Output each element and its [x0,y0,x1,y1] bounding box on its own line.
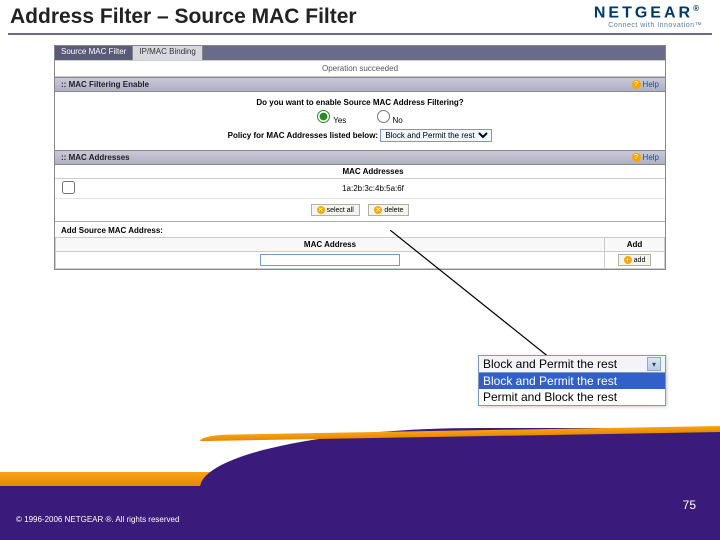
action-icon: ✕ [317,206,325,214]
help-link[interactable]: ?Help [632,80,659,89]
brand-tagline: Connect with Innovation™ [594,22,702,29]
copyright-text: © 1996-2006 NETGEAR ®. All rights reserv… [16,515,179,524]
plus-icon: + [624,256,632,264]
help-icon: ? [632,153,641,162]
col-mac-address: MAC Address [56,238,605,252]
section-title: :: MAC Addresses [61,153,130,162]
radio-yes-label[interactable]: Yes [317,116,346,125]
help-icon: ? [632,80,641,89]
add-section-label: Add Source MAC Address: [55,221,665,237]
brand-name: NETGEAR® [594,4,702,22]
mac-value: 1a:2b:3c:4b:5a:6f [81,179,665,199]
status-message: Operation succeeded [55,60,665,77]
enable-question: Do you want to enable Source MAC Address… [65,98,655,107]
section-mac-addresses: :: MAC Addresses ?Help [55,150,665,165]
divider [8,33,712,35]
policy-select[interactable]: Block and Permit the rest [380,129,492,142]
row-checkbox[interactable] [62,181,75,194]
tab-ip-mac-binding[interactable]: IP/MAC Binding [133,46,202,60]
tab-source-mac-filter[interactable]: Source MAC Filter [55,46,133,60]
dropdown-option-block[interactable]: Block and Permit the rest [479,373,665,389]
slide-title: Address Filter – Source MAC Filter [10,5,357,29]
mac-table: MAC Addresses 1a:2b:3c:4b:5a:6f [55,165,665,199]
radio-no[interactable] [377,110,390,123]
table-actions: ✕select all ✕delete [55,199,665,221]
dropdown-selected[interactable]: Block and Permit the rest ▾ [479,356,665,373]
footer-purple-bar: © 1996-2006 NETGEAR ®. All rights reserv… [0,486,720,540]
dropdown-option-permit[interactable]: Permit and Block the rest [479,389,665,405]
col-mac-addresses: MAC Addresses [81,165,665,179]
radio-yes[interactable] [317,110,330,123]
tab-bar: Source MAC Filter IP/MAC Binding [55,46,665,60]
policy-dropdown-expanded: Block and Permit the rest ▾ Block and Pe… [478,355,666,406]
select-all-button[interactable]: ✕select all [311,204,360,216]
filter-form: Do you want to enable Source MAC Address… [55,92,665,150]
col-add: Add [605,238,665,252]
add-button[interactable]: +add [618,254,652,266]
policy-label: Policy for MAC Addresses listed below: [228,131,378,140]
radio-no-label[interactable]: No [377,116,403,125]
delete-button[interactable]: ✕delete [368,204,409,216]
section-mac-filtering: :: MAC Filtering Enable ?Help [55,77,665,92]
mac-input[interactable] [260,254,400,266]
table-row: +add [56,252,665,269]
table-row: 1a:2b:3c:4b:5a:6f [55,179,665,199]
help-link[interactable]: ?Help [632,153,659,162]
section-title: :: MAC Filtering Enable [61,80,149,89]
page-number: 75 [683,498,696,512]
slide-footer: © 1996-2006 NETGEAR ®. All rights reserv… [0,472,720,540]
config-panel: Source MAC Filter IP/MAC Binding Operati… [54,45,666,270]
chevron-down-icon[interactable]: ▾ [647,357,661,371]
action-icon: ✕ [374,206,382,214]
add-table: MAC Address Add +add [55,237,665,269]
brand-logo: NETGEAR® Connect with Innovation™ [594,4,702,29]
